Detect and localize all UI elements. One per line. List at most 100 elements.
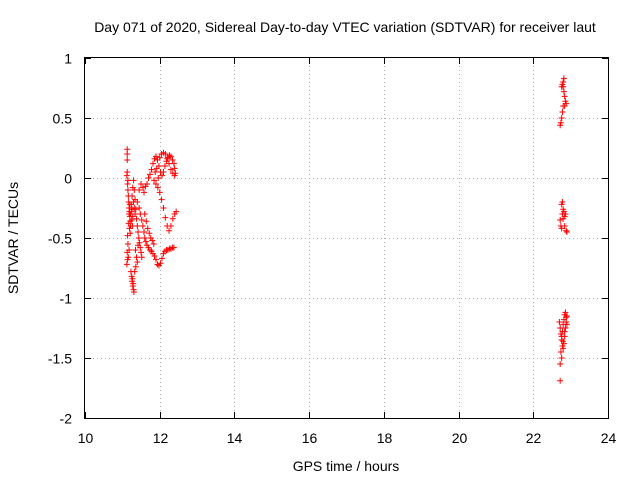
data-point (124, 151, 131, 157)
data-point (562, 325, 569, 331)
data-point (557, 119, 564, 126)
data-point (173, 208, 180, 215)
data-point (130, 280, 137, 287)
data-point (162, 214, 169, 221)
data-point (557, 217, 564, 223)
data-point (559, 109, 566, 115)
data-point (138, 254, 145, 261)
data-point (136, 205, 143, 211)
data-point (124, 187, 131, 193)
data-point (166, 227, 173, 234)
data-point (124, 157, 131, 163)
data-point (139, 184, 146, 191)
plot-frame (84, 57, 609, 419)
y-tick-label: 0.5 (53, 111, 73, 127)
data-point (142, 238, 149, 245)
y-tick-label: -0.5 (48, 231, 72, 247)
y-tick-label: 0 (64, 171, 72, 187)
data-point (562, 211, 569, 217)
data-point (152, 153, 159, 160)
data-point (145, 175, 152, 181)
x-tick-label: 10 (78, 430, 94, 446)
data-point (171, 172, 178, 179)
data-point (161, 248, 168, 255)
axis-ticks (85, 58, 609, 419)
x-tick-label: 14 (227, 430, 243, 446)
data-point (157, 260, 164, 267)
data-point (138, 217, 145, 223)
data-point (131, 268, 138, 275)
data-point (151, 253, 158, 259)
data-point (160, 169, 167, 175)
y-axis-title: SDTVAR / TECUs (5, 182, 21, 294)
data-point (556, 319, 563, 325)
data-point (167, 223, 174, 229)
data-point (160, 205, 167, 211)
data-point (563, 229, 570, 235)
data-point (126, 201, 133, 208)
data-point (562, 309, 569, 316)
data-point (164, 247, 171, 253)
data-point (129, 193, 136, 199)
data-point (158, 172, 165, 179)
x-tick-label: 24 (601, 430, 617, 446)
data-point (164, 155, 171, 162)
data-point (133, 215, 140, 222)
data-point (558, 201, 565, 208)
data-point (557, 361, 564, 367)
data-point (147, 247, 154, 253)
x-tick-label: 22 (526, 430, 542, 446)
data-point (560, 88, 567, 95)
data-point (141, 189, 148, 196)
data-point (560, 75, 567, 82)
data-point (149, 237, 156, 244)
data-point (557, 349, 564, 355)
data-point (141, 229, 148, 235)
data-point (124, 169, 131, 175)
data-point (132, 247, 139, 253)
x-tick-label: 20 (452, 430, 468, 446)
data-point (156, 154, 163, 161)
data-point (563, 321, 570, 328)
data-point (125, 254, 132, 261)
data-point (171, 165, 178, 172)
data-point (158, 255, 165, 262)
data-point (129, 206, 136, 213)
data-point (141, 211, 148, 217)
data-point (134, 199, 141, 205)
data-point (561, 103, 568, 109)
data-point (167, 245, 174, 252)
data-point (151, 177, 158, 184)
data-point (167, 153, 174, 160)
data-point (557, 325, 564, 331)
x-tick-label: 12 (153, 430, 169, 446)
data-point (166, 160, 173, 167)
data-point (166, 152, 173, 159)
data-point (124, 241, 131, 247)
data-point (139, 223, 146, 229)
data-point (155, 175, 162, 181)
chart-title: Day 071 of 2020, Sidereal Day-to-day VTE… (94, 19, 596, 35)
data-point (154, 184, 161, 191)
data-point (152, 256, 159, 263)
data-point (135, 242, 142, 249)
data-point (561, 93, 568, 100)
data-point (135, 235, 142, 241)
data-point (152, 181, 159, 187)
data-point (144, 181, 151, 187)
data-point (127, 230, 134, 237)
data-point (558, 115, 565, 121)
data-point (135, 229, 142, 235)
data-point (167, 166, 174, 173)
data-point (149, 160, 156, 167)
data-point (124, 177, 131, 184)
y-tick-label: -1 (60, 291, 73, 307)
y-tick-label: -2 (60, 411, 73, 427)
data-point (126, 225, 133, 232)
data-point (557, 377, 564, 384)
data-point (125, 220, 132, 227)
x-tick-label: 16 (302, 430, 318, 446)
data-point (560, 79, 567, 85)
data-point (138, 249, 145, 256)
